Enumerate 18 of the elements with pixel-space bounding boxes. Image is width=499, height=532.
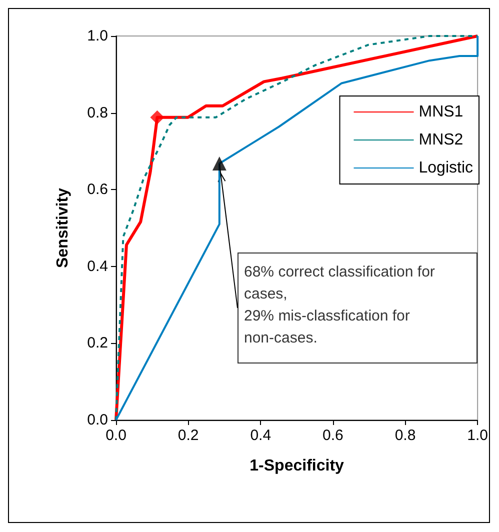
x-axis-title: 1-Specificity: [250, 458, 344, 474]
y-tick-label: 0.6: [87, 181, 108, 198]
y-axis-title: Sensitivity: [54, 188, 72, 268]
x-tick-label: 0.4: [250, 427, 272, 444]
legend-label: Logistic: [418, 160, 473, 176]
y-tick-label: 1.0: [87, 28, 108, 44]
annotation: 68% correct classification for cases, 29% mis-classfication for non-cases.: [244, 264, 440, 346]
x-tick-label: 0.2: [178, 427, 199, 444]
y-tick-label: 0.8: [87, 104, 108, 122]
y-tick-label: 0.0: [87, 412, 108, 428]
y-tick-label: 0.4: [87, 258, 108, 275]
legend-label: MNS1: [418, 104, 464, 120]
x-tick-label: 0.0: [106, 427, 126, 444]
x-tick-label: 0.8: [394, 427, 416, 444]
legend-label: MNS2: [418, 132, 464, 148]
x-tick-label: 1.0: [467, 427, 488, 444]
y-tick-label: 0.2: [87, 334, 108, 352]
x-tick-label: 0.6: [322, 427, 344, 444]
